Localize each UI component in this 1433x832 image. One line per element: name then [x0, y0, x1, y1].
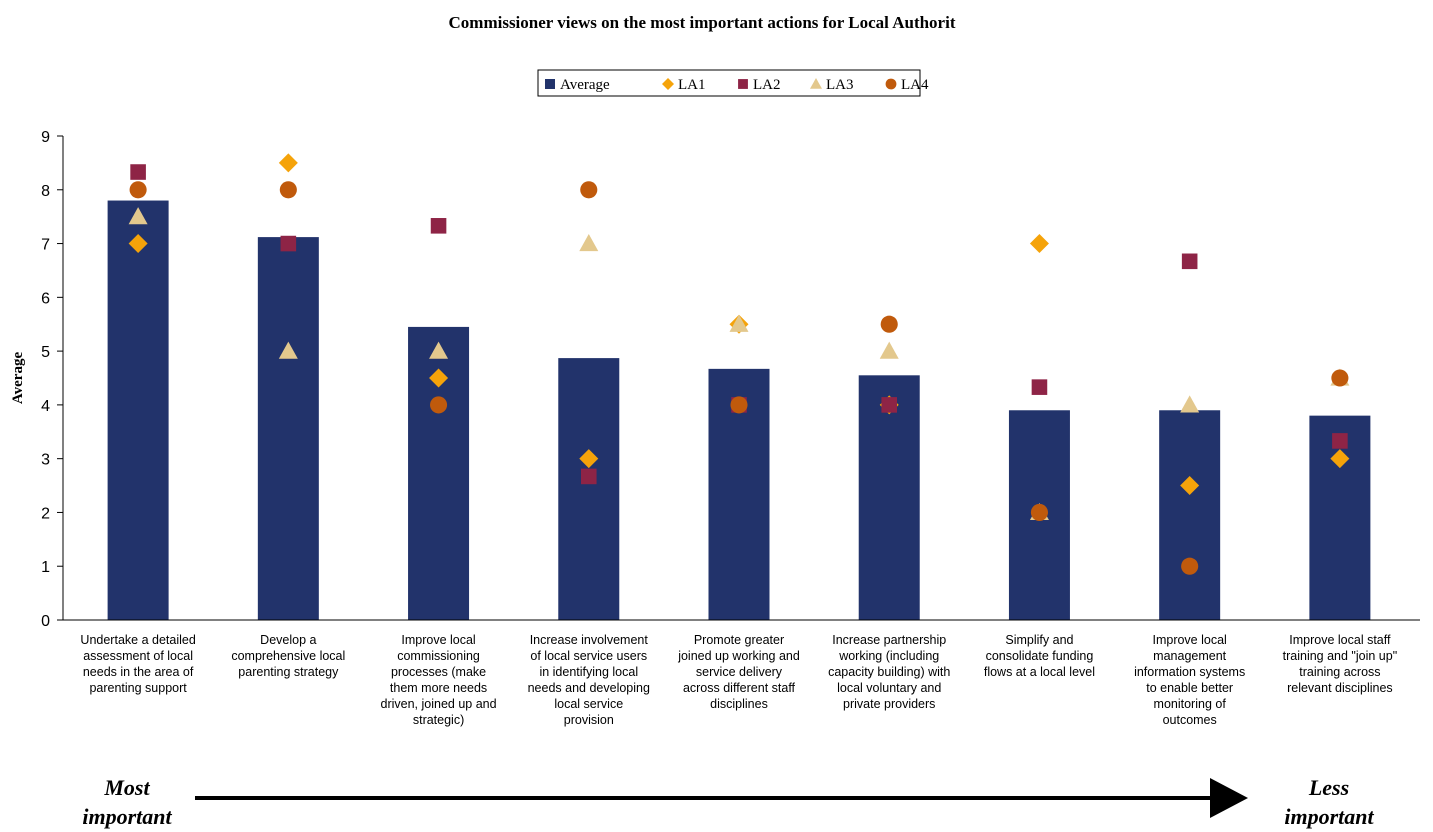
- bar-average-4: [558, 358, 620, 620]
- legend-swatch-la4: [885, 78, 897, 90]
- legend-label-la4: LA4: [901, 77, 929, 93]
- point-la4-1: [129, 181, 147, 199]
- point-la1-8: [1180, 476, 1200, 496]
- legend-label-average: Average: [560, 77, 610, 93]
- y-tick-label: 3: [41, 452, 50, 469]
- point-la2-9: [1332, 433, 1348, 449]
- point-la3-8: [1180, 395, 1200, 413]
- y-tick-label: 6: [41, 290, 50, 307]
- point-la3-4: [579, 234, 599, 252]
- point-la1-9: [1330, 449, 1350, 469]
- y-tick-label: 4: [41, 398, 50, 415]
- x-tick-label: Improve local commissioning processes (mak…: [381, 633, 497, 727]
- point-la4-4: [580, 181, 598, 199]
- y-tick-label: 1: [41, 559, 50, 576]
- x-tick-label: Develop a comprehensive local parenting st…: [231, 633, 345, 679]
- importance-arrow: [195, 778, 1248, 818]
- point-la2-7: [1031, 379, 1048, 395]
- x-tick-label: Increase partnership working (including ca…: [828, 633, 950, 711]
- point-la1-2: [278, 153, 298, 173]
- point-la3-3: [429, 341, 449, 359]
- legend-swatch-la3: [810, 78, 822, 89]
- point-la3-2: [278, 341, 298, 359]
- y-tick-label: 7: [41, 237, 50, 254]
- legend-box: [537, 69, 921, 97]
- point-la2-1: [130, 164, 146, 180]
- point-la3-1: [128, 207, 148, 225]
- y-tick-label: 8: [41, 183, 50, 200]
- axes: [62, 136, 1420, 621]
- most-important-label-line2: important: [82, 804, 172, 829]
- point-la1-1: [128, 234, 148, 254]
- bar-average-8: [1159, 410, 1221, 620]
- point-la2-3: [430, 218, 447, 234]
- bar-average-1: [107, 200, 169, 621]
- point-la2-2: [280, 235, 297, 252]
- point-la4-6: [880, 315, 898, 333]
- y-tick-label: 9: [41, 129, 50, 146]
- less-important-label: Less: [1308, 775, 1349, 800]
- point-la4-5: [730, 396, 748, 414]
- bars: [107, 200, 1371, 621]
- point-la4-2: [279, 181, 297, 199]
- legend-label-la2: LA2: [753, 77, 781, 93]
- less-important-label-line2: important: [1284, 804, 1374, 829]
- point-la2-6: [881, 397, 898, 413]
- point-la2-4: [580, 468, 597, 485]
- chart-title: Commissioner views on the most important…: [449, 13, 956, 32]
- bar-average-2: [257, 237, 319, 620]
- point-la1-4: [579, 449, 599, 469]
- point-la3-6: [879, 341, 899, 359]
- x-tick-label: Undertake a detailed assessment of local n…: [80, 633, 195, 695]
- point-la1-7: [1029, 234, 1049, 254]
- bar-average-6: [858, 375, 920, 620]
- y-tick-label: 0: [41, 613, 50, 630]
- x-tick-label: Improve local management information syste…: [1134, 633, 1245, 727]
- legend-swatch-average: [545, 79, 555, 89]
- x-tick-label: Increase involvement of local service use…: [528, 633, 650, 727]
- point-la3-5: [729, 314, 749, 332]
- legend-label-la1: LA1: [678, 77, 706, 93]
- most-important-label: Most: [103, 775, 150, 800]
- arrow-head: [1210, 778, 1248, 818]
- y-tick-label: 5: [41, 344, 50, 361]
- x-tick-label: Improve local staff training and "join up…: [1283, 633, 1398, 695]
- point-la2-8: [1181, 253, 1198, 270]
- legend-label-la3: LA3: [826, 77, 854, 93]
- legend-swatch-la1: [662, 78, 674, 90]
- point-la4-8: [1181, 557, 1199, 575]
- y-ticks: 0 1 2 3 4 5 6 7 8 9: [41, 129, 63, 630]
- legend-swatch-la2: [738, 79, 748, 89]
- category-labels: Undertake a detailed assessment of local n…: [80, 633, 1397, 727]
- legend: Average LA1 LA2 LA3 LA4: [537, 69, 929, 97]
- x-tick-label: Simplify and consolidate funding flows at …: [984, 633, 1095, 679]
- x-tick-label: Promote greater joined up working and serv…: [677, 633, 800, 711]
- point-la4-7: [1030, 503, 1048, 521]
- y-tick-label: 2: [41, 505, 50, 522]
- point-la4-9: [1331, 369, 1349, 387]
- points: [128, 153, 1350, 575]
- point-la4-3: [430, 396, 448, 414]
- y-axis-label: Average: [10, 352, 26, 405]
- point-la1-3: [429, 368, 449, 388]
